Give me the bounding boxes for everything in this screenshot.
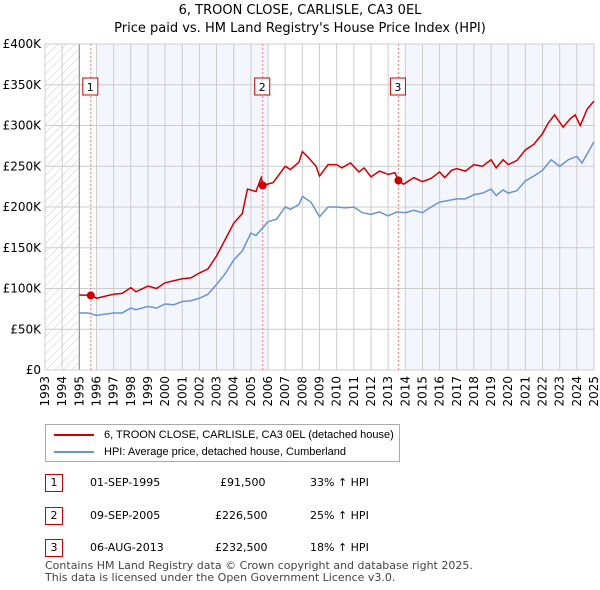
x-tick-label: 1998 xyxy=(124,376,138,407)
x-tick-label: 2024 xyxy=(570,376,584,407)
price-chart: £0 £50K £100K £150K £200K £250K £300K £350K £400… xyxy=(3,37,600,407)
sale-date: 06-AUG-2013 xyxy=(90,541,164,554)
sale-row: 1 01-SEP-1995 £91,500 33% ↑ HPI xyxy=(45,474,445,492)
x-tick-label: 2021 xyxy=(518,376,532,407)
x-tick-label: 2017 xyxy=(450,376,464,407)
legend: 6, TROON CLOSE, CARLISLE, CA3 0EL (detac… xyxy=(45,424,400,462)
sale-date: 09-SEP-2005 xyxy=(90,509,161,522)
sale-point xyxy=(86,291,95,300)
y-tick-label: £50K xyxy=(10,322,42,336)
sale-price: £232,500 xyxy=(215,541,268,554)
x-tick-label: 2003 xyxy=(210,376,224,407)
x-tick-label: 2015 xyxy=(415,376,429,407)
y-tick-label: £0 xyxy=(26,363,41,377)
x-tick-label: 2025 xyxy=(587,376,600,407)
x-tick-label: 2009 xyxy=(313,376,327,407)
x-tick-label: 2007 xyxy=(278,376,292,407)
y-tick-label: £350K xyxy=(3,78,43,92)
sale-point xyxy=(258,181,267,190)
y-tick-label: £300K xyxy=(3,119,43,133)
x-tick-label: 2011 xyxy=(347,376,361,407)
x-tick-label: 2023 xyxy=(553,376,567,407)
x-tick-label: 2010 xyxy=(330,376,344,407)
y-tick-label: £100K xyxy=(3,282,43,296)
y-tick-label: £250K xyxy=(3,159,43,173)
sale-row: 2 09-SEP-2005 £226,500 25% ↑ HPI xyxy=(45,507,445,525)
hpi-line xyxy=(79,141,595,317)
property-line xyxy=(79,100,595,300)
x-tick-label: 1997 xyxy=(107,376,121,407)
sale-hpi: 33% ↑ HPI xyxy=(310,476,369,489)
sale-label-box xyxy=(254,77,271,96)
x-tick-label: 1996 xyxy=(89,376,103,407)
chart-subtitle: Price paid vs. HM Land Registry's House … xyxy=(114,21,486,36)
y-tick-label: £150K xyxy=(3,241,43,255)
sale-price: £226,500 xyxy=(215,509,268,522)
sale-label: 1 xyxy=(87,81,94,94)
sale-marker: 2 xyxy=(45,507,63,525)
legend-property: 6, TROON CLOSE, CARLISLE, CA3 0EL (detac… xyxy=(104,429,394,441)
sale-hpi: 25% ↑ HPI xyxy=(310,509,369,522)
x-tick-label: 2022 xyxy=(536,376,550,407)
sale-row: 3 06-AUG-2013 £232,500 18% ↑ HPI xyxy=(45,539,445,557)
x-tick-label: 2005 xyxy=(244,376,258,407)
sale-label: 3 xyxy=(394,81,401,94)
footer-line1: Contains HM Land Registry data © Crown c… xyxy=(45,559,473,572)
chart-title: 6, TROON CLOSE, CARLISLE, CA3 0EL xyxy=(178,3,422,18)
sale-label: 2 xyxy=(259,81,266,94)
x-tick-label: 1999 xyxy=(141,376,155,407)
x-tick-label: 2002 xyxy=(192,376,206,407)
sale-price: £91,500 xyxy=(220,476,266,489)
x-tick-label: 1993 xyxy=(38,376,52,407)
sale-label-box xyxy=(389,77,406,96)
x-tick-label: 1994 xyxy=(55,376,69,407)
x-tick-label: 2018 xyxy=(467,376,481,407)
footer-line2: This data is licensed under the Open Gov… xyxy=(45,571,396,584)
legend-hpi: HPI: Average price, detached house, Cumb… xyxy=(104,446,346,458)
sale-hpi: 18% ↑ HPI xyxy=(310,541,369,554)
x-tick-label: 2016 xyxy=(433,376,447,407)
x-tick-label: 2020 xyxy=(501,376,515,407)
x-tick-label: 2000 xyxy=(158,376,172,407)
footer: Contains HM Land Registry data © Crown c… xyxy=(45,560,473,584)
sale-date: 01-SEP-1995 xyxy=(90,476,161,489)
x-tick-label: 2004 xyxy=(227,376,241,407)
x-tick-label: 2006 xyxy=(261,376,275,407)
y-tick-label: £200K xyxy=(3,200,43,214)
legend-swatch-property xyxy=(54,434,94,436)
x-tick-label: 2001 xyxy=(175,376,189,407)
x-tick-label: 2012 xyxy=(364,376,378,407)
sale-label-box xyxy=(82,77,99,96)
sale-marker: 3 xyxy=(45,539,63,557)
x-tick-label: 1995 xyxy=(72,376,86,407)
x-tick-label: 2013 xyxy=(381,376,395,407)
plot-border xyxy=(44,43,595,371)
x-tick-label: 2008 xyxy=(295,376,309,407)
y-tick-label: £400K xyxy=(3,37,43,51)
x-tick-label: 2019 xyxy=(484,376,498,407)
sale-marker: 1 xyxy=(45,474,63,492)
legend-swatch-hpi xyxy=(54,451,94,453)
x-tick-label: 2014 xyxy=(398,376,412,407)
sale-point xyxy=(394,176,403,185)
